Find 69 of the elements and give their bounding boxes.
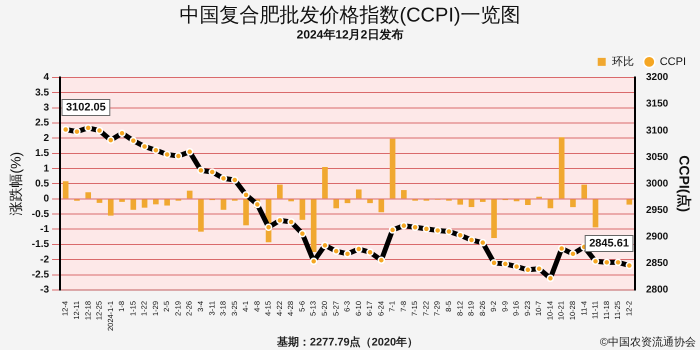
- bar: [322, 166, 328, 198]
- bar: [390, 138, 396, 198]
- y-tick-label: 0.5: [35, 178, 50, 190]
- bar: [401, 190, 407, 198]
- y2-tick-label: 2950: [646, 205, 669, 216]
- bar: [310, 199, 316, 252]
- bar: [457, 199, 464, 205]
- y-tick-label: 1: [43, 163, 50, 174]
- text: 基期：2277.79点（2020年）: [276, 336, 418, 349]
- y2-tick-label: 2800: [646, 284, 669, 296]
- bar: [142, 199, 148, 208]
- bar: [468, 199, 474, 208]
- annotation: 3102.05: [66, 102, 106, 114]
- y-tick-label: -2: [40, 254, 50, 266]
- bar: [570, 199, 576, 208]
- bar: [108, 199, 114, 216]
- bar: [130, 199, 136, 210]
- bar: [164, 199, 170, 206]
- text: ©中国农资流通协会: [600, 336, 696, 349]
- bar: [153, 199, 159, 204]
- y-axis-title: 涨跌幅(%): [7, 152, 24, 216]
- bar: [581, 184, 588, 198]
- bar: [367, 199, 373, 204]
- y-tick-label: 0: [43, 194, 50, 205]
- bar: [558, 137, 564, 198]
- y-tick-label: -1.5: [32, 239, 50, 250]
- bar: [186, 190, 192, 198]
- bar: [525, 199, 531, 205]
- y2-tick-label: 3100: [646, 125, 669, 136]
- bar: [220, 199, 226, 210]
- y2-axis-title: CCPI(点): [676, 155, 693, 212]
- bar: [592, 199, 598, 228]
- bar: [96, 199, 102, 203]
- bar: [62, 181, 68, 198]
- legend-label: 环比: [612, 54, 634, 68]
- y2-tick-label: 2850: [646, 258, 669, 270]
- y-tick-label: -2.5: [32, 270, 50, 281]
- y2-tick-label: 3050: [646, 152, 669, 163]
- bar: [198, 199, 204, 232]
- y-tick-label: -0.5: [32, 208, 50, 220]
- y-tick-label: 2.5: [35, 118, 50, 129]
- bar: [491, 199, 497, 238]
- bar: [243, 199, 249, 226]
- y-tick-label: 3: [43, 102, 50, 114]
- y-tick-label: 3.5: [35, 87, 50, 98]
- bar: [277, 184, 283, 198]
- y-tick-label: 4: [43, 72, 50, 84]
- bar: [119, 199, 125, 202]
- y-tick-label: -3: [40, 284, 50, 296]
- bar: [480, 199, 486, 202]
- bar: [85, 192, 92, 198]
- y2-tick-label: 3200: [646, 72, 669, 84]
- y-tick-label: 1.5: [35, 148, 50, 160]
- bar: [378, 199, 384, 212]
- bar: [300, 199, 306, 220]
- annotation: 2845.61: [589, 238, 629, 250]
- y2-tick-label: 3000: [646, 178, 669, 190]
- bar: [548, 199, 554, 208]
- bar: [333, 199, 340, 208]
- bar: [356, 189, 362, 198]
- legend-label: CCPI: [660, 56, 686, 68]
- y-tick-label: 2: [43, 132, 50, 144]
- bar: [626, 199, 632, 205]
- y-tick-label: -1: [40, 224, 50, 235]
- y2-tick-label: 3150: [646, 98, 669, 110]
- chart-subtitle: 2024年12月2日发布: [296, 28, 404, 42]
- bar: [344, 199, 350, 204]
- chart-title: 中国复合肥批发价格指数(CCPI)一览图: [179, 4, 521, 27]
- y2-tick-label: 2900: [646, 232, 669, 243]
